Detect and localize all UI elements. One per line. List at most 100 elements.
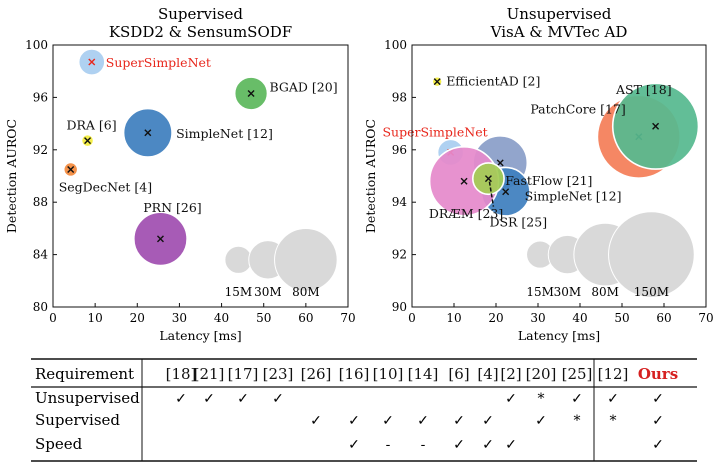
table-column-header: [21] bbox=[194, 365, 225, 383]
data-point-label: SimpleNet [12] bbox=[176, 126, 273, 141]
x-tick-label: 50 bbox=[256, 311, 271, 325]
data-point-label: PatchCore [17] bbox=[530, 102, 625, 117]
chart-subtitle: VisA & MVTec AD bbox=[490, 23, 628, 41]
table-cell: ✓ bbox=[272, 391, 284, 407]
data-point-marker bbox=[247, 89, 255, 97]
y-tick-label: 88 bbox=[33, 195, 48, 209]
y-axis-label: Detection AUROC bbox=[4, 119, 19, 233]
x-axis-label: Latency [ms] bbox=[518, 328, 600, 343]
data-point-label: EfficientAD [2] bbox=[446, 74, 540, 89]
data-point-label: SegDecNet [4] bbox=[59, 179, 152, 194]
table-cell: ✓ bbox=[652, 413, 664, 429]
table-column-header: [26] bbox=[301, 365, 332, 383]
y-tick-label: 92 bbox=[392, 248, 407, 262]
table-column-header: [23] bbox=[263, 365, 294, 383]
table-column-header: [18] bbox=[166, 365, 197, 383]
table-cell: ✓ bbox=[417, 413, 429, 429]
table-column-header: [2] bbox=[500, 365, 521, 383]
table-cell: ✓ bbox=[237, 391, 249, 407]
data-point-marker bbox=[67, 165, 75, 173]
y-tick-label: 100 bbox=[25, 38, 48, 52]
y-tick-label: 80 bbox=[33, 300, 48, 314]
table-cell: ✓ bbox=[453, 413, 465, 429]
chart-title: Supervised bbox=[158, 5, 243, 23]
y-tick-label: 94 bbox=[392, 195, 408, 209]
data-point-label: DRA [6] bbox=[66, 118, 116, 133]
table-cell: ✓ bbox=[382, 413, 394, 429]
data-point-label: PRN [26] bbox=[143, 200, 201, 215]
x-tick-label: 20 bbox=[130, 311, 145, 325]
data-point-marker bbox=[144, 129, 152, 137]
size-legend-label: 30M bbox=[554, 285, 582, 299]
table-cell: ✓ bbox=[505, 437, 517, 453]
x-tick-label: 60 bbox=[298, 311, 313, 325]
x-tick-label: 10 bbox=[88, 311, 103, 325]
x-axis-label: Latency [ms] bbox=[159, 328, 241, 343]
table-column-header: Ours bbox=[638, 365, 678, 383]
size-legend-bubble bbox=[274, 228, 338, 292]
data-point-marker bbox=[496, 159, 504, 167]
x-tick-label: 70 bbox=[698, 311, 713, 325]
data-point-label: SuperSimpleNet bbox=[106, 55, 211, 70]
table-cell: * bbox=[538, 391, 545, 407]
y-axis-label: Detection AUROC bbox=[363, 119, 378, 233]
table-cell: * bbox=[610, 413, 617, 429]
x-tick-label: 30 bbox=[530, 311, 545, 325]
chart-title: Unsupervised bbox=[507, 5, 612, 23]
x-tick-label: 70 bbox=[340, 311, 355, 325]
size-legend-label: 150M bbox=[634, 285, 669, 299]
table-column-header: [4] bbox=[477, 365, 498, 383]
x-tick-label: 0 bbox=[49, 311, 57, 325]
data-point-marker bbox=[84, 137, 92, 145]
requirements-table: Requirement [18][21] [17] [23] [26] [16] [10][… bbox=[31, 358, 697, 462]
y-tick-label: 96 bbox=[33, 90, 48, 104]
plot-frame bbox=[411, 44, 707, 308]
data-point-marker bbox=[502, 188, 510, 196]
x-tick-label: 30 bbox=[172, 311, 187, 325]
table-column-header: [16] bbox=[339, 365, 370, 383]
data-point-marker bbox=[652, 122, 660, 130]
x-tick-label: 40 bbox=[214, 311, 229, 325]
size-legend-label: 80M bbox=[292, 285, 320, 299]
y-tick-label: 90 bbox=[392, 300, 407, 314]
y-tick-label: 96 bbox=[392, 143, 407, 157]
table-row-label: Unsupervised bbox=[35, 389, 140, 407]
x-tick-label: 60 bbox=[656, 311, 671, 325]
table-cell: ✓ bbox=[348, 437, 360, 453]
x-tick-label: 10 bbox=[446, 311, 461, 325]
chart-subtitle: KSDD2 & SensumSODF bbox=[109, 23, 292, 41]
table-column-header: [20] bbox=[526, 365, 557, 383]
table-column-header: [25] bbox=[562, 365, 593, 383]
table-cell: ✓ bbox=[571, 391, 583, 407]
size-legend-label: 80M bbox=[591, 285, 619, 299]
size-legend-label: 15M bbox=[526, 285, 554, 299]
x-tick-label: 40 bbox=[572, 311, 587, 325]
table-row-label: Supervised bbox=[35, 411, 120, 429]
data-point-marker bbox=[433, 78, 441, 86]
table-cell: ✓ bbox=[607, 391, 619, 407]
table-cell: ✓ bbox=[348, 413, 360, 429]
table-row-label: Speed bbox=[35, 435, 83, 453]
table-cell: ✓ bbox=[652, 437, 664, 453]
table-cell: - bbox=[386, 437, 391, 453]
data-point-marker bbox=[88, 58, 96, 66]
data-point-label: DRÆM [23] bbox=[429, 206, 503, 221]
table-column-header: [6] bbox=[448, 365, 469, 383]
table-cell: ✓ bbox=[505, 391, 517, 407]
table-cell: ✓ bbox=[535, 413, 547, 429]
table-cell: ✓ bbox=[652, 391, 664, 407]
table-cell: ✓ bbox=[482, 437, 494, 453]
y-tick-label: 98 bbox=[392, 90, 407, 104]
x-tick-label: 20 bbox=[488, 311, 503, 325]
x-tick-label: 0 bbox=[408, 311, 416, 325]
data-point-marker bbox=[484, 175, 492, 183]
table-cell: ✓ bbox=[453, 437, 465, 453]
table-cell: * bbox=[574, 413, 581, 429]
data-point-label: BGAD [20] bbox=[269, 79, 337, 94]
table-cell: ✓ bbox=[175, 391, 187, 407]
table-cell: ✓ bbox=[203, 391, 215, 407]
data-point-label: SimpleNet [12] bbox=[525, 189, 622, 204]
